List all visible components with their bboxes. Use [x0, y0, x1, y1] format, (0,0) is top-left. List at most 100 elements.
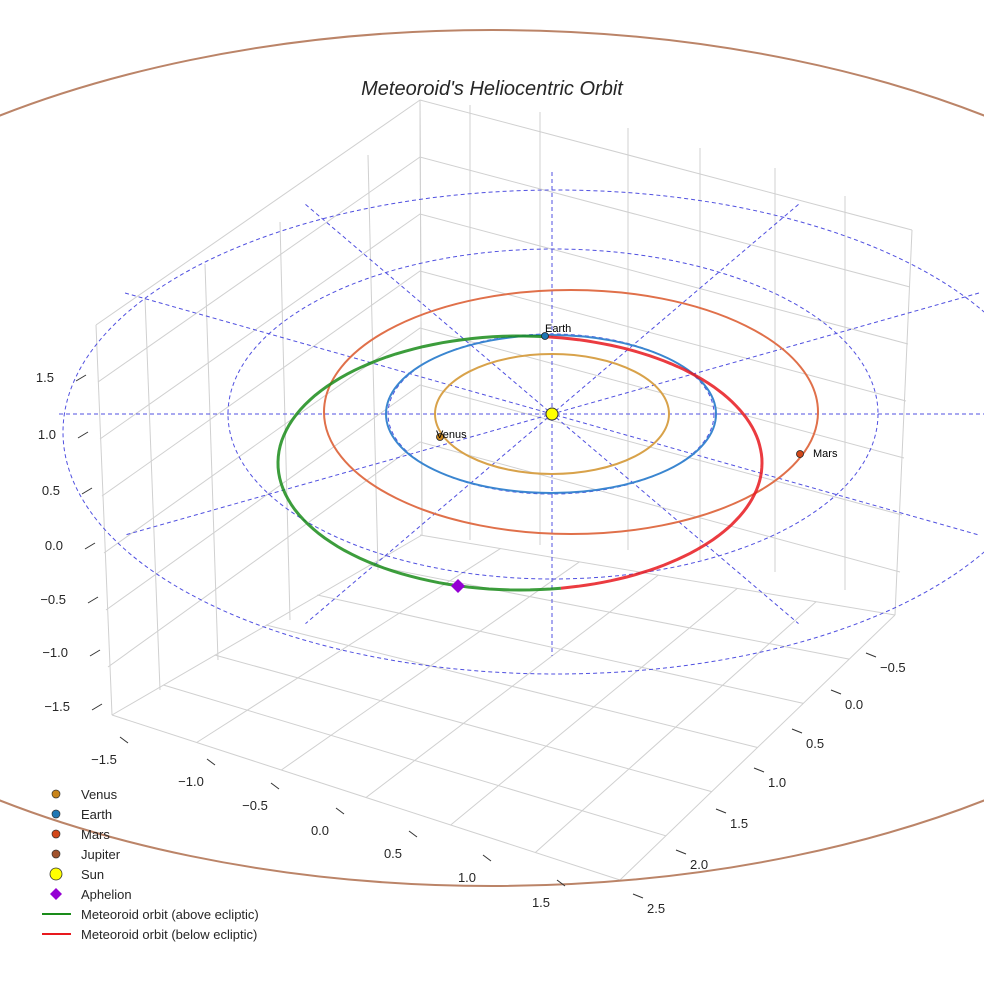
jupiter-orbit — [0, 29, 984, 887]
legend-item: Meteoroid orbit (below ecliptic) — [42, 927, 257, 942]
tick-mark — [84, 542, 96, 550]
legend-label: Mars — [81, 827, 110, 842]
y-tick-label: 2.0 — [690, 857, 708, 872]
grid-line — [144, 297, 161, 691]
legend-marker-icon — [51, 829, 61, 839]
y-tick-label: 0.5 — [806, 736, 824, 751]
x-tick-label: 0.5 — [384, 846, 402, 861]
chart-title: Meteoroid's Heliocentric Orbit — [361, 78, 624, 100]
y-tick-label: 1.0 — [768, 775, 786, 790]
legend-marker-icon — [50, 888, 62, 900]
grid-line — [99, 213, 909, 440]
grid-line — [279, 221, 291, 621]
mars-label: Mars — [813, 448, 838, 460]
grid-line — [101, 270, 907, 497]
x-tick-label: 0.0 — [311, 823, 329, 838]
legend-label: Sun — [81, 867, 104, 882]
z-tick-label: 0.5 — [42, 483, 60, 498]
grid-line — [107, 441, 901, 668]
y-tick-label: −0.5 — [880, 660, 906, 675]
tick-mark — [482, 854, 492, 862]
venus-label: Venus — [436, 429, 467, 441]
legend-marker-icon — [51, 789, 61, 799]
tick-mark — [75, 374, 87, 382]
tick-mark — [91, 703, 103, 711]
axis-panes — [95, 99, 913, 881]
aphelion-marker — [451, 579, 465, 593]
legend-marker-icon — [51, 849, 61, 859]
earth-label: Earth — [545, 323, 571, 335]
meteoroid-orbit-below — [544, 335, 764, 590]
grid-line — [894, 229, 913, 616]
tick-mark — [830, 689, 842, 695]
legend-item: Aphelion — [50, 887, 132, 902]
tick-mark — [408, 830, 418, 838]
legend-item: Earth — [51, 807, 112, 822]
legend-label: Earth — [81, 807, 112, 822]
grid-line — [317, 594, 804, 704]
x-tick-label: 1.0 — [458, 870, 476, 885]
tick-mark — [753, 767, 765, 773]
earth-orbit — [385, 334, 717, 494]
legend-item: Jupiter — [51, 847, 121, 862]
x-tick-label: −0.5 — [242, 798, 268, 813]
tick-mark — [206, 758, 216, 766]
tick-mark — [270, 782, 280, 790]
tick-labels: 1.5 1.0 0.5 0.0 −0.5 −1.0 −1.5 −1.5 −1.0 −0.5 0.0 0… — [36, 370, 906, 916]
meteoroid-orbit-above — [276, 334, 562, 592]
grid-line — [535, 601, 817, 853]
tick-mark — [715, 808, 727, 814]
grid-line — [95, 99, 913, 326]
grid-line — [368, 564, 850, 660]
markers: Earth Venus Mars — [436, 323, 838, 593]
grid-line — [95, 324, 113, 716]
legend-marker-icon — [51, 809, 61, 819]
x-tick-label: −1.0 — [178, 774, 204, 789]
y-tick-label: 1.5 — [730, 816, 748, 831]
grid-line — [419, 99, 423, 536]
legend: Venus Earth Mars Jupiter Sun Aphelion Meteoroi… — [42, 787, 259, 942]
orbits — [0, 29, 984, 887]
legend-item: Meteoroid orbit (above ecliptic) — [42, 907, 259, 922]
tick-mark — [791, 728, 803, 734]
venus-marker — [436, 433, 444, 441]
legend-marker-icon — [49, 867, 63, 881]
z-tick-label: 1.0 — [38, 427, 56, 442]
y-tick-label: 0.0 — [845, 697, 863, 712]
grid-line — [204, 263, 219, 661]
legend-label: Aphelion — [81, 887, 132, 902]
grid-line — [97, 156, 911, 383]
z-tick-label: 0.0 — [45, 538, 63, 553]
tick-mark — [77, 431, 89, 439]
legend-label: Meteoroid orbit (above ecliptic) — [81, 907, 259, 922]
legend-item: Sun — [49, 867, 104, 882]
tick-mark — [632, 893, 644, 899]
z-tick-label: −1.0 — [42, 645, 68, 660]
venus-orbit — [434, 353, 670, 475]
legend-item: Venus — [51, 787, 118, 802]
tick-mark — [865, 652, 877, 658]
z-tick-label: −0.5 — [40, 592, 66, 607]
tick-mark — [89, 649, 101, 657]
z-tick-label: 1.5 — [36, 370, 54, 385]
legend-item: Mars — [51, 827, 110, 842]
z-tick-label: −1.5 — [44, 699, 70, 714]
grid-line — [103, 327, 905, 554]
x-tick-label: −1.5 — [91, 752, 117, 767]
legend-label: Jupiter — [81, 847, 121, 862]
grid-line — [619, 614, 896, 881]
x-tick-label: 1.5 — [532, 895, 550, 910]
tick-mark — [675, 849, 687, 855]
grid-line — [105, 384, 903, 611]
tick-mark — [87, 596, 99, 604]
earth-marker — [541, 332, 549, 340]
sun-marker — [545, 407, 559, 421]
legend-label: Meteoroid orbit (below ecliptic) — [81, 927, 257, 942]
legend-label: Venus — [81, 787, 118, 802]
grid-line — [419, 534, 896, 616]
tick-mark — [81, 487, 93, 495]
y-tick-label: 2.5 — [647, 901, 665, 916]
mars-marker — [796, 450, 804, 458]
